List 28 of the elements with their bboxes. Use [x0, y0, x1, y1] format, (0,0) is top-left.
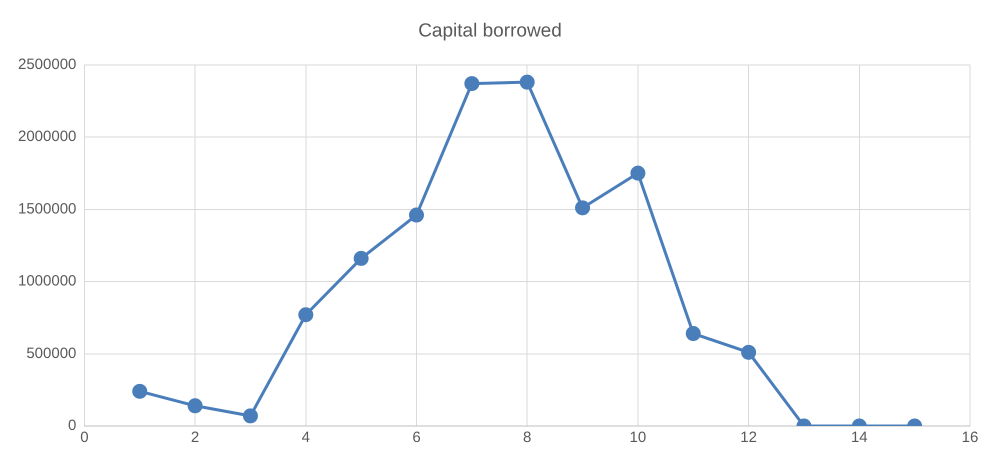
x-tick-label: 16 — [962, 429, 978, 446]
y-tick-label: 0 — [68, 417, 76, 434]
x-tick-label: 8 — [523, 429, 532, 446]
x-tick-label: 0 — [80, 429, 89, 446]
point — [188, 398, 203, 414]
point — [132, 384, 148, 399]
point — [520, 74, 535, 90]
x-tick-label: 12 — [740, 429, 757, 446]
point — [686, 326, 701, 342]
y-tick-label: 2500000 — [18, 56, 76, 73]
x-tick-label: 2 — [190, 429, 200, 446]
x-tick-label: 10 — [630, 429, 646, 446]
x-tick-label: 4 — [302, 429, 310, 446]
point — [575, 200, 590, 216]
point — [354, 250, 369, 266]
x-tick-label: 14 — [850, 429, 868, 446]
point — [741, 344, 756, 360]
y-tick-label: 2000000 — [18, 128, 76, 146]
y-tick-label: 1500000 — [18, 200, 76, 218]
point — [630, 166, 646, 181]
point — [464, 76, 480, 92]
point — [298, 307, 314, 322]
x-tick-label: 6 — [412, 429, 421, 446]
y-tick-label: 500000 — [26, 344, 76, 362]
y-tick-label: 1000000 — [18, 272, 76, 290]
point — [242, 408, 258, 424]
point — [409, 208, 424, 223]
chart-title: Capital borrowed — [418, 20, 562, 42]
